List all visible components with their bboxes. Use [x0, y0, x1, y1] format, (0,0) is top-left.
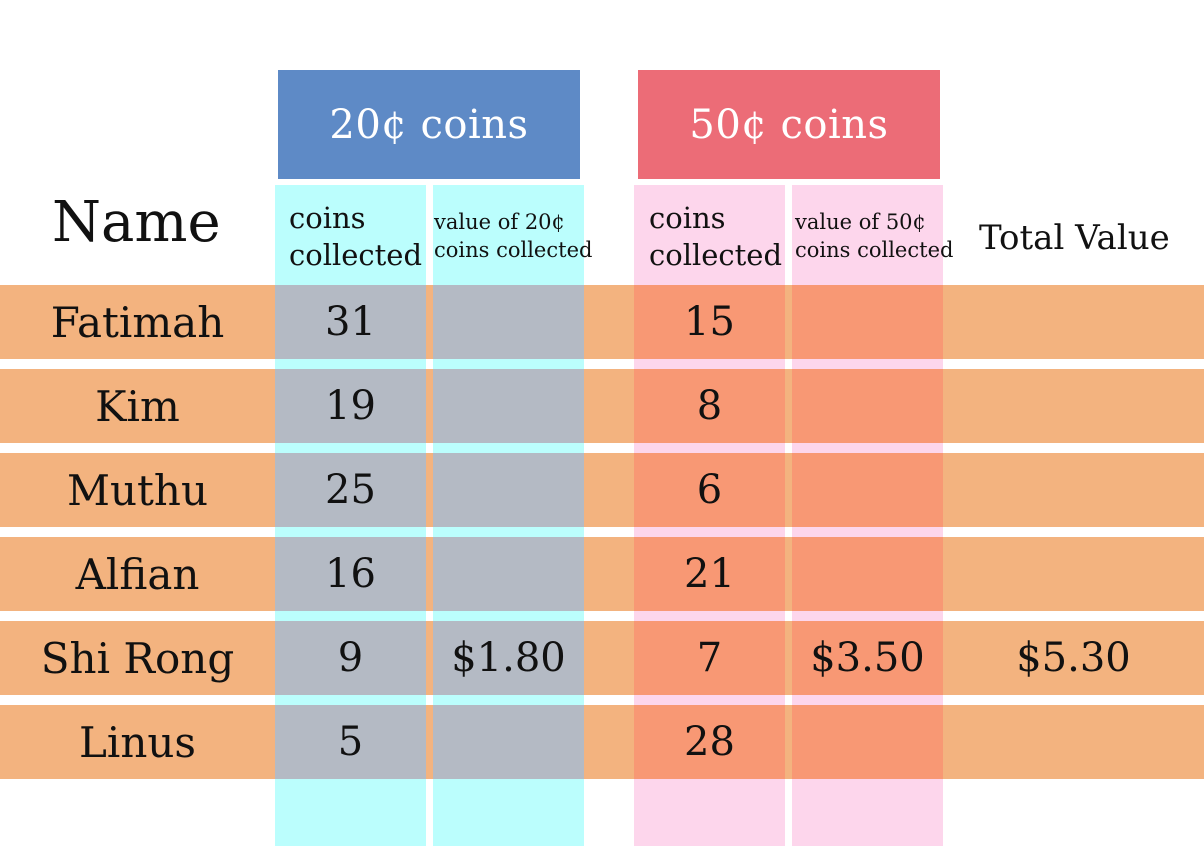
value50-cell: [792, 285, 943, 359]
row-column-overlay: [792, 537, 943, 611]
name-cell: Fatimah: [50, 297, 225, 347]
value20-cell: [433, 705, 584, 779]
coins50-cell: 28: [684, 719, 735, 765]
row-column-overlay: [634, 537, 785, 611]
value20-cell: [433, 285, 584, 359]
name-cell: Kim: [95, 381, 180, 431]
row-column-overlay: [634, 453, 785, 527]
coins50-collected-line1: coins: [649, 201, 726, 235]
row-column-overlay: [275, 285, 426, 359]
coins50-cell: 15: [684, 299, 735, 345]
table-row: [0, 621, 1204, 695]
coins20-collected-line2: collected: [289, 238, 423, 272]
row-column-overlay: [275, 621, 426, 695]
value50-header-line2: coins collected: [795, 238, 954, 262]
coins20-cell: 5: [337, 719, 364, 765]
coins50-collected-line2: collected: [649, 238, 783, 272]
row-column-overlay: [433, 621, 584, 695]
header-50-label: 50¢ coins: [689, 101, 889, 148]
coins20-collected-header: coins collected: [289, 200, 422, 274]
total-cell: [943, 453, 1204, 527]
total-cell: [943, 705, 1204, 779]
value50-header: value of 50¢ coins collected: [795, 208, 953, 264]
total-cell: [943, 285, 1204, 359]
row-column-overlay: [792, 621, 943, 695]
coins50-collected-header: coins collected: [649, 200, 782, 274]
value20-cell: [433, 369, 584, 443]
total-value-header: Total Value: [979, 218, 1170, 258]
coins20-collected-line1: coins: [289, 201, 366, 235]
total-cell: [943, 537, 1204, 611]
value50-cell: $3.50: [810, 635, 925, 681]
table-row: [0, 453, 1204, 527]
table-row: [0, 369, 1204, 443]
name-cell: Alfian: [75, 549, 200, 599]
coins20-cell: 9: [337, 635, 364, 681]
header-20-cent-coins: 20¢ coins: [278, 70, 580, 179]
row-column-overlay: [275, 453, 426, 527]
coins50-cell: 7: [696, 635, 723, 681]
row-column-overlay: [433, 537, 584, 611]
coins20-cell: 31: [325, 299, 376, 345]
value20-cell: [433, 453, 584, 527]
row-column-overlay: [433, 453, 584, 527]
row-column-overlay: [433, 705, 584, 779]
total-cell: $5.30: [1016, 635, 1131, 681]
row-column-overlay: [275, 705, 426, 779]
coins20-cell: 16: [325, 551, 376, 597]
name-cell: Shi Rong: [40, 633, 235, 683]
row-column-overlay: [792, 453, 943, 527]
coins50-cell: 6: [696, 467, 723, 513]
row-column-overlay: [634, 705, 785, 779]
table-row: [0, 537, 1204, 611]
name-cell: Muthu: [66, 465, 209, 515]
coins50-cell: 8: [696, 383, 723, 429]
value20-cell: [433, 537, 584, 611]
row-column-overlay: [433, 285, 584, 359]
coins20-cell: 19: [325, 383, 376, 429]
table-row: [0, 705, 1204, 779]
coins20-cell: 25: [325, 467, 376, 513]
value50-header-line1: value of 50¢: [795, 210, 926, 234]
value50-cell: [792, 705, 943, 779]
row-column-overlay: [634, 369, 785, 443]
table-row: [0, 285, 1204, 359]
value50-cell: [792, 453, 943, 527]
row-column-overlay: [792, 705, 943, 779]
row-column-overlay: [275, 369, 426, 443]
value20-header: value of 20¢ coins collected: [434, 208, 592, 264]
header-50-cent-coins: 50¢ coins: [638, 70, 940, 179]
value20-header-line2: coins collected: [434, 238, 593, 262]
coins50-cell: 21: [684, 551, 735, 597]
row-column-overlay: [792, 285, 943, 359]
name-cell: Linus: [79, 717, 196, 767]
value20-cell: $1.80: [451, 635, 566, 681]
row-column-overlay: [792, 369, 943, 443]
row-column-overlay: [275, 537, 426, 611]
value20-header-line1: value of 20¢: [434, 210, 565, 234]
value50-cell: [792, 537, 943, 611]
header-20-label: 20¢ coins: [329, 101, 529, 148]
row-column-overlay: [634, 621, 785, 695]
value50-cell: [792, 369, 943, 443]
name-header: Name: [52, 190, 221, 255]
row-column-overlay: [433, 369, 584, 443]
total-cell: [943, 369, 1204, 443]
row-column-overlay: [634, 285, 785, 359]
